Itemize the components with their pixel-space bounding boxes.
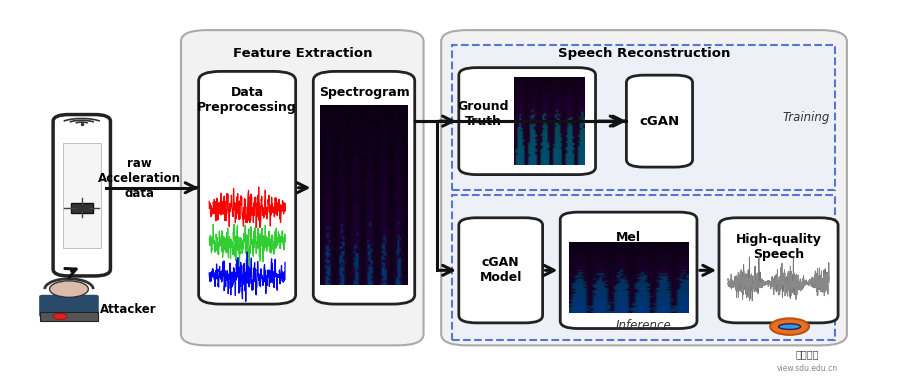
- Circle shape: [53, 313, 68, 319]
- Text: Training: Training: [783, 111, 830, 124]
- Text: Ground
Truth: Ground Truth: [458, 100, 509, 128]
- Text: view.sdu.edu.cn: view.sdu.edu.cn: [777, 364, 838, 373]
- Text: Speech Reconstruction: Speech Reconstruction: [558, 47, 730, 60]
- FancyBboxPatch shape: [459, 218, 543, 323]
- FancyBboxPatch shape: [459, 68, 596, 175]
- Circle shape: [50, 281, 88, 297]
- FancyBboxPatch shape: [719, 218, 838, 323]
- Circle shape: [770, 318, 809, 335]
- FancyBboxPatch shape: [53, 115, 111, 276]
- Text: Data
Preprocessing: Data Preprocessing: [197, 87, 297, 115]
- Text: raw
Acceleration
data: raw Acceleration data: [98, 157, 181, 200]
- FancyBboxPatch shape: [626, 75, 693, 167]
- Text: 山大视点: 山大视点: [796, 349, 819, 359]
- FancyBboxPatch shape: [199, 71, 295, 304]
- Bar: [63, 143, 101, 248]
- Ellipse shape: [778, 324, 801, 329]
- Text: Attacker: Attacker: [100, 303, 157, 316]
- Bar: [40, 312, 98, 321]
- FancyBboxPatch shape: [560, 212, 697, 329]
- Bar: [452, 45, 834, 190]
- Text: Inference: Inference: [616, 319, 671, 332]
- Text: cGAN: cGAN: [639, 115, 680, 128]
- Text: High-quality
Speech: High-quality Speech: [735, 233, 822, 261]
- FancyBboxPatch shape: [441, 30, 847, 345]
- FancyBboxPatch shape: [313, 71, 415, 304]
- FancyBboxPatch shape: [40, 295, 98, 316]
- FancyBboxPatch shape: [181, 30, 424, 345]
- Text: Spectrogram: Spectrogram: [319, 87, 410, 100]
- Text: cGAN
Model: cGAN Model: [480, 256, 522, 284]
- Text: Mel
Spectrogram: Mel Spectrogram: [583, 231, 674, 259]
- Bar: [452, 195, 834, 340]
- Text: Feature Extraction: Feature Extraction: [232, 47, 372, 60]
